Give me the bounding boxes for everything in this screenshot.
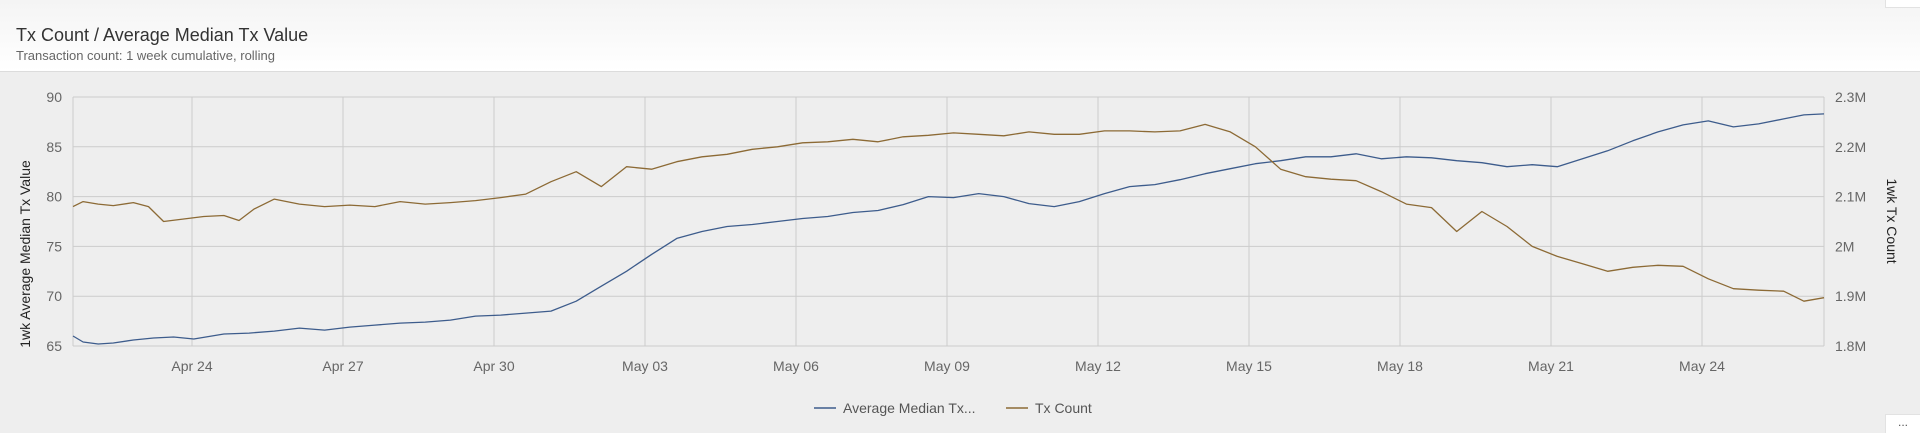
y-right-tick-label: 2.2M [1835,139,1866,155]
x-tick-label: May 03 [622,358,668,374]
chart-subtitle: Transaction count: 1 week cumulative, ro… [16,48,275,63]
line-chart: 65 70 75 80 85 90 1.8M 1.9M 2M 2.1M 2.2M 2.3M Apr 24… [17,89,1900,416]
chart-title: Tx Count / Average Median Tx Value [16,25,309,45]
x-tick-label: Apr 27 [322,358,363,374]
series-line-tx-count [72,123,1825,302]
y-left-tick-label: 70 [46,288,62,304]
x-tick-label: May 09 [924,358,970,374]
series-line-avg-median [72,113,1825,345]
legend-item-avg-median[interactable]: Average Median Tx... [814,400,976,416]
tick-labels: 65 70 75 80 85 90 1.8M 1.9M 2M 2.1M 2.2M 2.3M Apr 24… [46,89,1866,374]
legend-label-avg-median: Average Median Tx... [843,400,976,416]
legend-label-tx-count: Tx Count [1035,400,1092,416]
x-tick-label: May 15 [1226,358,1272,374]
chart-header: Tx Count / Average Median Tx Value Trans… [0,0,1920,72]
more-options-button[interactable]: ... [1885,414,1920,433]
x-tick-label: May 06 [773,358,819,374]
x-tick-label: May 24 [1679,358,1725,374]
y-right-tick-label: 2M [1835,238,1854,254]
y-left-tick-label: 90 [46,89,62,105]
grid [72,96,1825,347]
y-right-tick-label: 2.1M [1835,189,1866,205]
y-right-tick-label: 1.8M [1835,338,1866,354]
x-tick-label: May 12 [1075,358,1121,374]
y-left-tick-label: 65 [46,338,62,354]
series-lines [72,113,1825,345]
left-axis-title: 1wk Average Median Tx Value [17,160,33,348]
legend[interactable]: Average Median Tx... Tx Count [814,400,1092,416]
x-tick-label: May 21 [1528,358,1574,374]
x-tick-label: May 18 [1377,358,1423,374]
legend-item-tx-count[interactable]: Tx Count [1006,400,1092,416]
y-left-tick-label: 80 [46,189,62,205]
y-right-tick-label: 2.3M [1835,89,1866,105]
corner-tab [1885,0,1920,8]
x-tick-label: Apr 24 [171,358,212,374]
y-left-tick-label: 85 [46,139,62,155]
right-axis-title: 1wk Tx Count [1884,178,1900,263]
y-right-tick-label: 1.9M [1835,288,1866,304]
x-tick-label: Apr 30 [473,358,514,374]
y-left-tick-label: 75 [46,238,62,254]
